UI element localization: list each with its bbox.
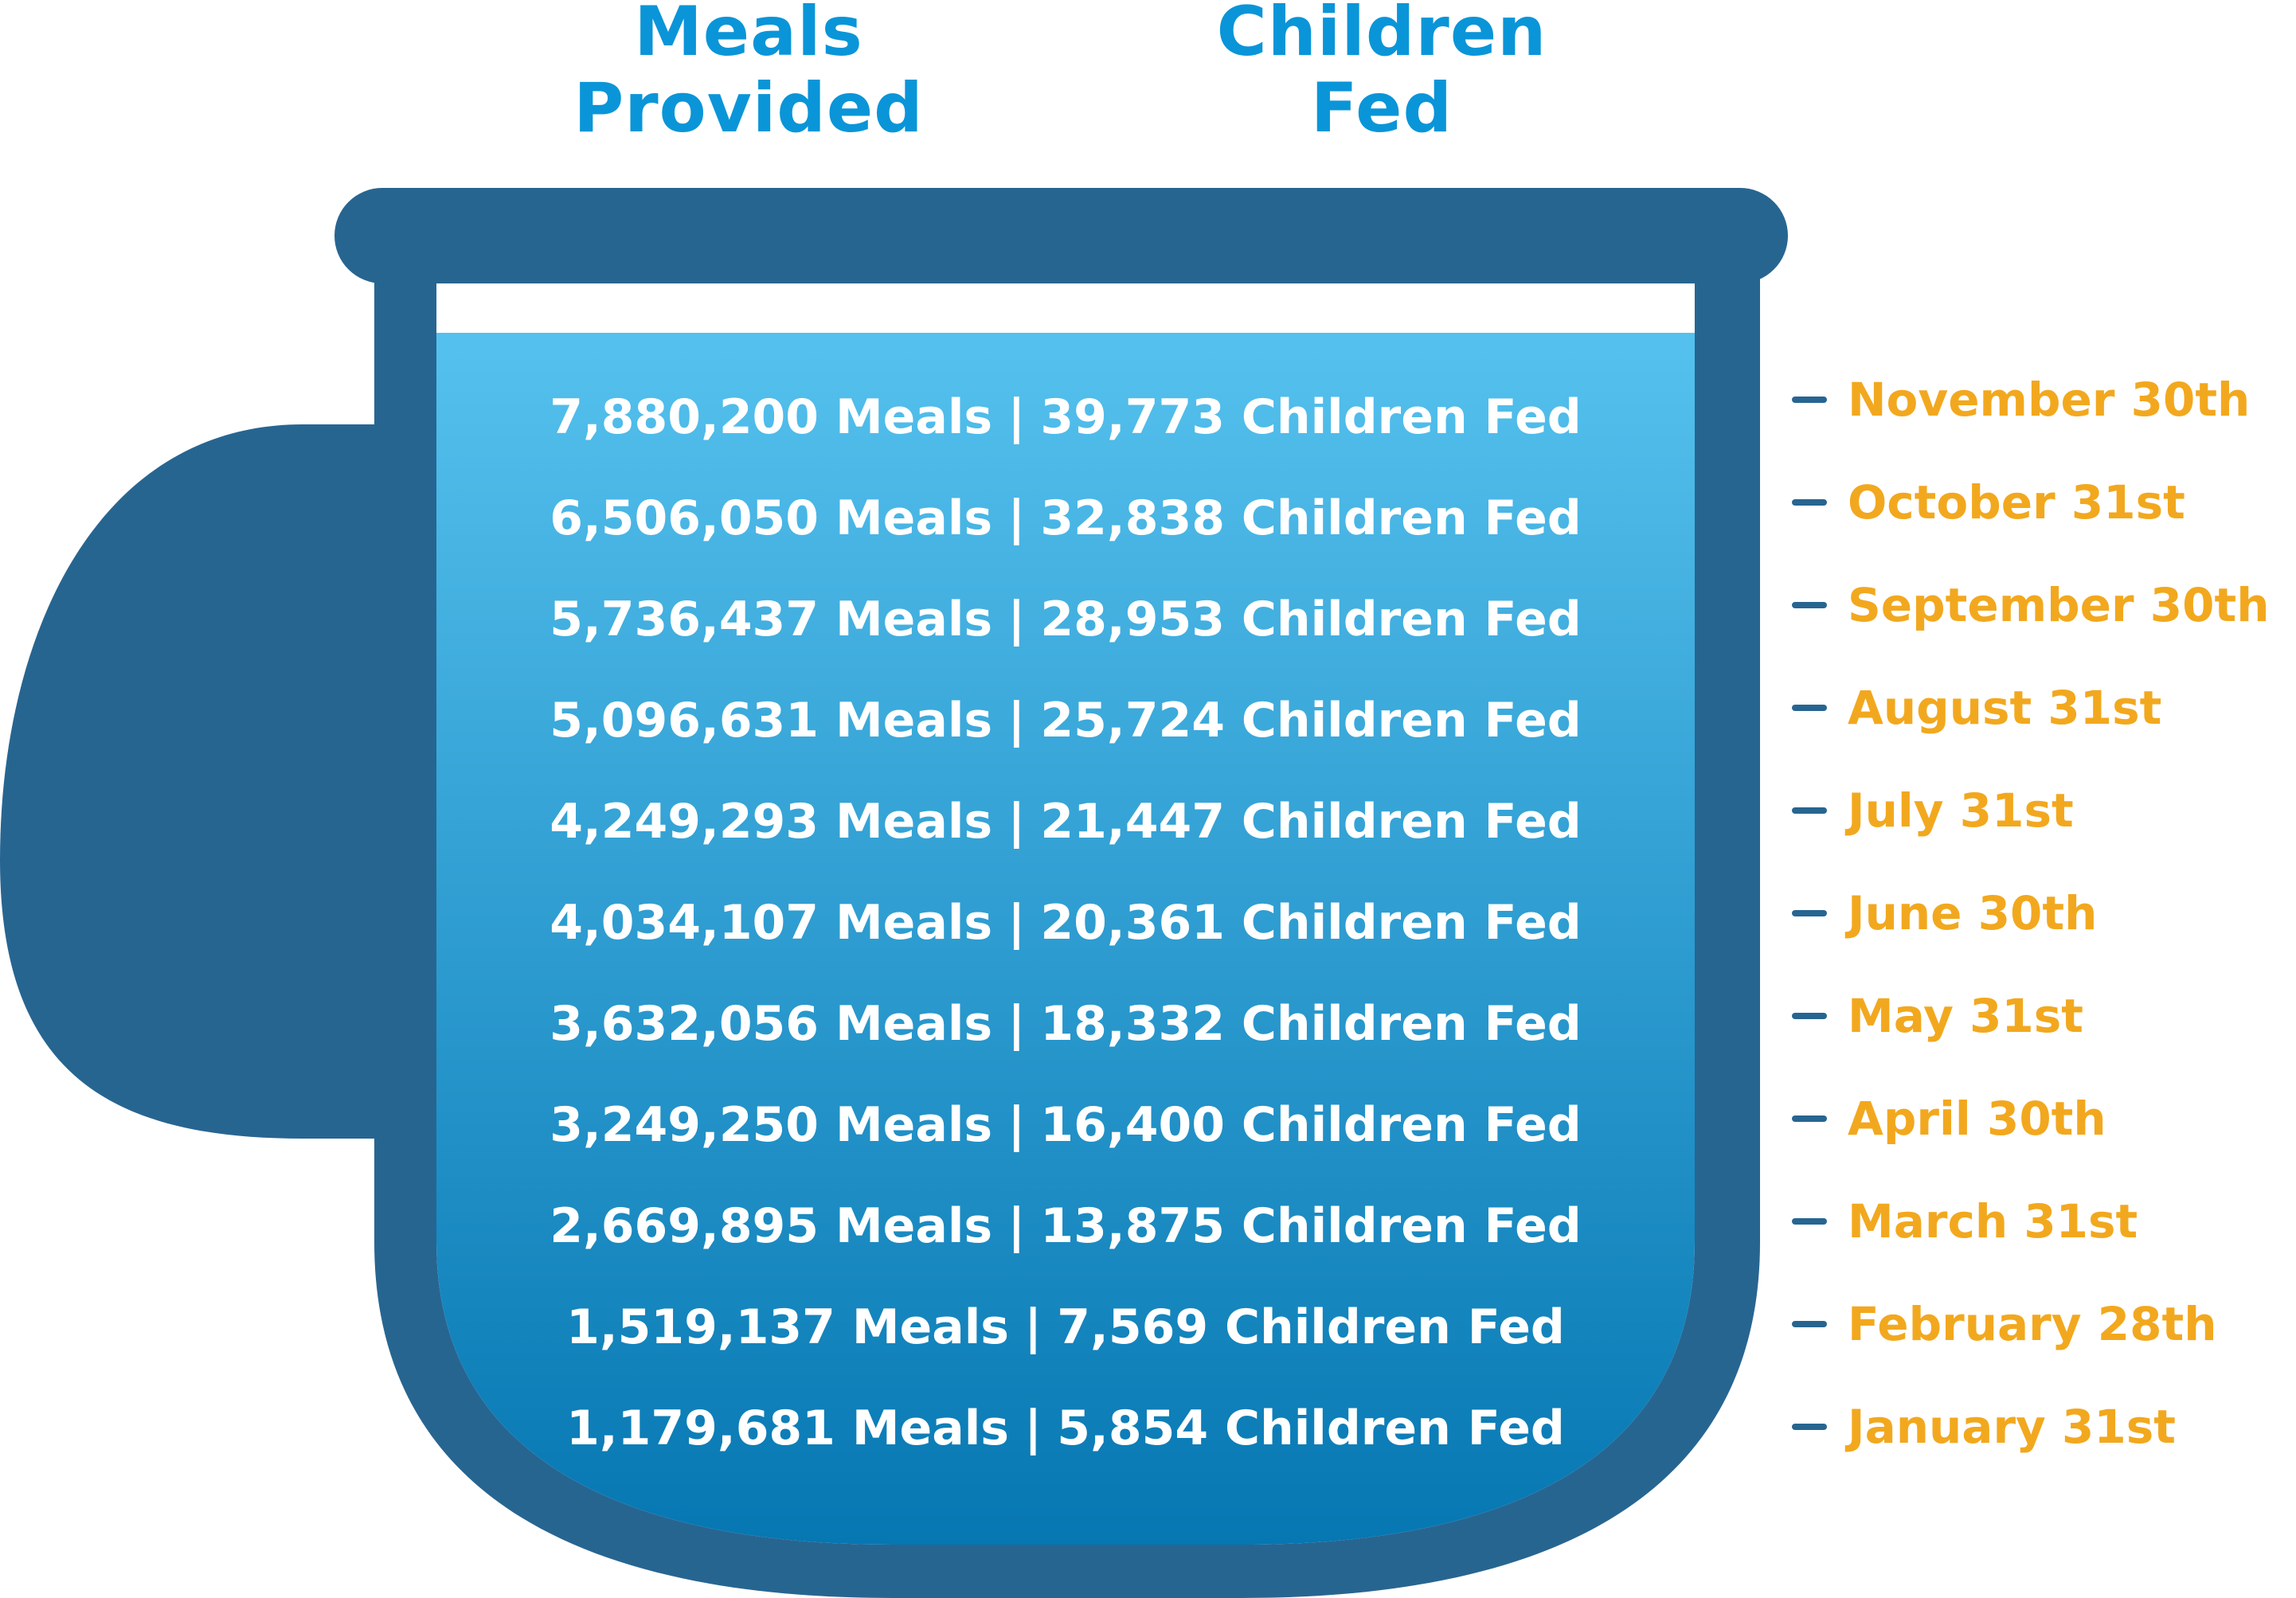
date-label: August 31st [1848, 680, 2162, 735]
meals-count: 7,880,200 Meals [550, 389, 993, 445]
meals-count: 4,249,293 Meals [550, 793, 993, 850]
tick-mark [1792, 1320, 1827, 1327]
tick-mark [1792, 909, 1827, 916]
children-count: 25,724 Children Fed [1040, 692, 1582, 748]
mug-handle [0, 424, 398, 1139]
date-marker: November 30th [1792, 348, 2296, 451]
date-marker: March 31st [1792, 1170, 2296, 1272]
children-header-line-1: Children [1216, 0, 1547, 72]
date-label: February 28th [1848, 1296, 2217, 1351]
separator: | [1007, 793, 1026, 850]
meals-count: 2,669,895 Meals [550, 1198, 993, 1254]
milestone-row: 4,034,107 Meals | 20,361 Children Fed [436, 872, 1695, 973]
children-count: 21,447 Children Fed [1040, 793, 1582, 850]
date-marker: May 31st [1792, 964, 2296, 1067]
milestone-row: 1,179,681 Meals | 5,854 Children Fed [436, 1377, 1695, 1479]
separator: | [1024, 1299, 1042, 1355]
date-marker: September 30th [1792, 553, 2296, 656]
separator: | [1007, 894, 1026, 951]
date-label: March 31st [1848, 1194, 2138, 1248]
date-label: July 31st [1848, 783, 2074, 838]
children-count: 16,400 Children Fed [1040, 1096, 1582, 1153]
tick-mark [1792, 1012, 1827, 1019]
meals-count: 4,034,107 Meals [550, 894, 993, 951]
separator: | [1007, 1096, 1026, 1153]
milestone-row: 4,249,293 Meals | 21,447 Children Fed [436, 771, 1695, 872]
meals-count: 6,506,050 Meals [550, 490, 993, 546]
meals-header-line-1: Meals [634, 0, 863, 72]
date-label: June 30th [1848, 885, 2098, 940]
children-count: 28,953 Children Fed [1040, 591, 1582, 647]
tick-mark [1792, 498, 1827, 506]
date-marker: August 31st [1792, 656, 2296, 759]
mug-rim [334, 188, 1788, 283]
milestone-row: 7,880,200 Meals | 39,773 Children Fed [436, 366, 1695, 467]
meals-count: 5,736,437 Meals [550, 591, 993, 647]
meals-count: 1,519,137 Meals [566, 1299, 1009, 1355]
milestone-row: 5,096,631 Meals | 25,724 Children Fed [436, 670, 1695, 771]
milestone-row: 1,519,137 Meals | 7,569 Children Fed [436, 1276, 1695, 1377]
tick-mark [1792, 601, 1827, 608]
separator: | [1024, 1400, 1042, 1456]
separator: | [1007, 389, 1026, 445]
milestone-row: 3,249,250 Meals | 16,400 Children Fed [436, 1074, 1695, 1175]
mug-liquid [436, 333, 1695, 1545]
meals-header-line-2: Provided [573, 68, 924, 148]
tick-mark [1792, 807, 1827, 814]
meals-count: 5,096,631 Meals [550, 692, 993, 748]
separator: | [1007, 591, 1026, 647]
children-count: 18,332 Children Fed [1040, 995, 1582, 1052]
date-label: October 31st [1848, 475, 2185, 529]
date-marker: February 28th [1792, 1272, 2296, 1375]
milestone-row: 2,669,895 Meals | 13,875 Children Fed [436, 1175, 1695, 1276]
date-marker: June 30th [1792, 862, 2296, 964]
separator: | [1007, 995, 1026, 1052]
meals-count: 3,249,250 Meals [550, 1096, 993, 1153]
separator: | [1007, 490, 1026, 546]
date-marker: July 31st [1792, 759, 2296, 862]
children-count: 5,854 Children Fed [1057, 1400, 1565, 1456]
tick-mark [1792, 704, 1827, 711]
separator: | [1007, 1198, 1026, 1254]
date-marker: April 30th [1792, 1067, 2296, 1170]
tick-mark [1792, 1115, 1827, 1122]
children-count: 32,838 Children Fed [1040, 490, 1582, 546]
milestone-rows: 7,880,200 Meals | 39,773 Children Fed 6,50… [436, 366, 1695, 1479]
milestone-row: 6,506,050 Meals | 32,838 Children Fed [436, 467, 1695, 568]
children-count: 20,361 Children Fed [1040, 894, 1582, 951]
date-label: January 31st [1848, 1399, 2177, 1454]
meals-count: 3,632,056 Meals [550, 995, 993, 1052]
children-header-line-2: Fed [1310, 68, 1453, 148]
date-label: November 30th [1848, 372, 2251, 427]
tick-mark [1792, 1423, 1827, 1430]
milestone-row: 3,632,056 Meals | 18,332 Children Fed [436, 973, 1695, 1074]
children-count: 39,773 Children Fed [1040, 389, 1582, 445]
date-marker: January 31st [1792, 1375, 2296, 1478]
date-scale: November 30th October 31st September 30t… [1792, 348, 2296, 1478]
milestone-row: 5,736,437 Meals | 28,953 Children Fed [436, 568, 1695, 670]
date-label: May 31st [1848, 988, 2084, 1043]
children-fed-header: Children Fed [1127, 0, 1637, 147]
meals-count: 1,179,681 Meals [566, 1400, 1009, 1456]
tick-mark [1792, 1217, 1827, 1225]
meals-provided-header: Meals Provided [494, 0, 1003, 147]
tick-mark [1792, 396, 1827, 403]
children-count: 7,569 Children Fed [1057, 1299, 1565, 1355]
children-count: 13,875 Children Fed [1040, 1198, 1582, 1254]
date-marker: October 31st [1792, 451, 2296, 553]
date-label: April 30th [1848, 1091, 2106, 1146]
separator: | [1007, 692, 1026, 748]
date-label: September 30th [1848, 577, 2270, 632]
